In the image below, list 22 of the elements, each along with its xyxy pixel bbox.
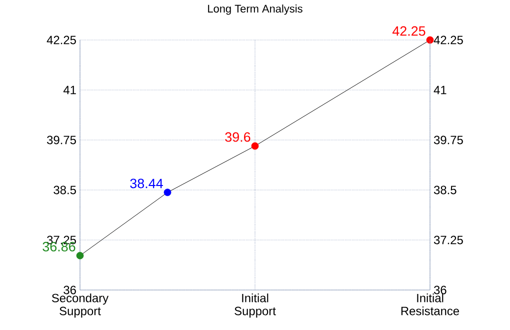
y-tick-label: 42.25 — [46, 36, 76, 44]
y-tick-label: 38.5 — [54, 186, 76, 194]
data-label: 42.25 — [392, 26, 426, 36]
x-tick-label: Initial Support — [234, 294, 276, 318]
y2-tick-label: 36 — [434, 286, 446, 294]
point — [76, 252, 84, 260]
y-tick-label: 41 — [63, 86, 76, 94]
x-tick-label: Initial Resistance — [401, 294, 460, 316]
y2-tick-label: 42.25 — [434, 36, 463, 44]
data-label: 39.6 — [225, 132, 250, 142]
x-tick-label: Secondary Support — [52, 294, 109, 318]
y-tick-label: 39.75 — [47, 136, 76, 144]
point — [164, 188, 172, 196]
data-label: 38.44 — [130, 178, 163, 188]
chart-title: Long Term Analysis — [208, 4, 302, 15]
point — [251, 142, 259, 150]
point — [426, 36, 434, 44]
y-tick-label: 36 — [64, 286, 76, 294]
y2-tick-label: 41 — [434, 86, 446, 94]
y2-tick-label: 38.5 — [434, 186, 456, 194]
y2-tick-label: 37.25 — [434, 236, 463, 244]
y2-tick-label: 39.75 — [434, 136, 463, 144]
